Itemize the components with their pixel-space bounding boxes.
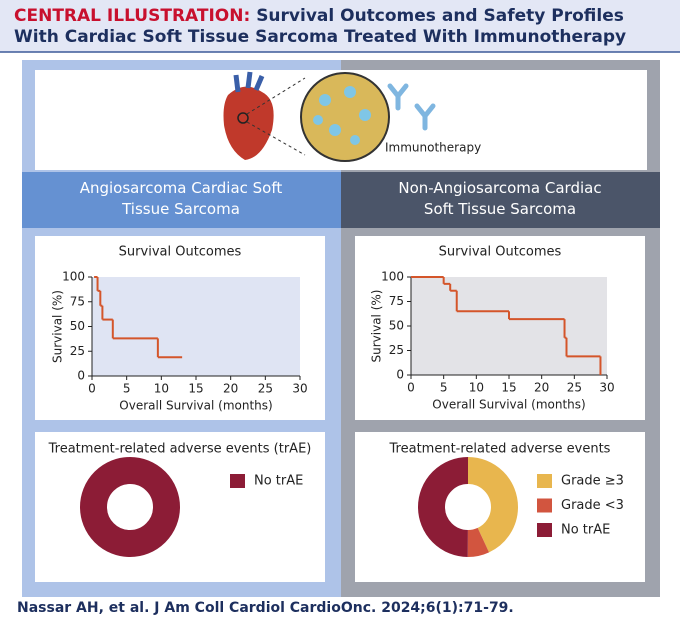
donut-slice: [80, 457, 180, 557]
x-tick-label: 5: [123, 382, 131, 396]
panel-title: Non-Angiosarcoma Cardiac Soft Tissue Sar…: [341, 178, 659, 220]
header: CENTRAL ILLUSTRATION: Survival Outcomes …: [14, 6, 664, 48]
left-panel-header: [22, 172, 341, 228]
x-tick-label: 10: [469, 381, 484, 395]
legend-label: No trAE: [561, 523, 610, 538]
x-tick-label: 15: [501, 381, 516, 395]
x-tick-label: 5: [440, 381, 448, 395]
citation: Nassar AH, et al. J Am Coll Cardiol Card…: [17, 600, 514, 616]
x-tick-label: 20: [534, 381, 549, 395]
zoom-line: [246, 77, 306, 115]
x-tick-label: 30: [599, 381, 614, 395]
y-tick-label: 0: [77, 369, 85, 383]
x-axis-label: Overall Survival (months): [119, 399, 272, 413]
donut-slice: [418, 457, 518, 557]
y-tick-label: 50: [70, 319, 85, 333]
chart-title: Treatment-related adverse events: [389, 442, 611, 457]
x-axis-label: Overall Survival (months): [432, 398, 585, 412]
legend-label: Grade <3: [561, 498, 624, 513]
x-tick-label: 20: [223, 382, 238, 396]
y-tick-label: 25: [70, 344, 85, 358]
vessels: [233, 71, 265, 93]
panel-title-text: Angiosarcoma Cardiac Soft Tissue Sarcoma: [79, 179, 283, 218]
panel-title-text: Non-Angiosarcoma Cardiac Soft Tissue Sar…: [398, 179, 602, 218]
legend-label: Grade ≥3: [561, 474, 624, 489]
x-tick-label: 10: [154, 382, 169, 396]
y-axis-label: Survival (%): [370, 290, 384, 363]
y-tick-label: 0: [396, 368, 404, 382]
y-tick-label: 25: [389, 343, 404, 357]
x-tick-label: 25: [258, 382, 273, 396]
header-label: CENTRAL ILLUSTRATION:: [14, 6, 251, 26]
x-tick-label: 30: [292, 382, 307, 396]
cells: [313, 86, 371, 145]
antibodies: [387, 83, 436, 131]
plot-area: [92, 277, 300, 376]
x-tick-label: 0: [88, 382, 96, 396]
y-tick-label: 100: [381, 270, 404, 284]
header-title: Survival Outcomes and Safety Profiles Wi…: [14, 6, 627, 47]
y-tick-label: 100: [62, 270, 85, 284]
panel-title: Angiosarcoma Cardiac Soft Tissue Sarcoma: [22, 178, 340, 220]
y-axis-label: Survival (%): [51, 290, 65, 363]
plot-area: [411, 277, 607, 375]
illustration-label: Immunotherapy: [385, 141, 481, 155]
header-band: [0, 0, 680, 52]
right-panel-header: [341, 172, 660, 228]
zoom-line: [246, 121, 306, 156]
x-tick-label: 15: [188, 382, 203, 396]
chart-title: Treatment-related adverse events (trAE): [48, 442, 312, 457]
y-tick-label: 75: [389, 294, 404, 308]
y-tick-label: 50: [389, 319, 404, 333]
y-tick-label: 75: [70, 294, 85, 308]
legend-label: No trAE: [254, 474, 303, 489]
legend-swatch: [537, 523, 552, 537]
x-tick-label: 0: [407, 381, 415, 395]
chart-title: Survival Outcomes: [439, 245, 562, 260]
chart-title: Survival Outcomes: [119, 245, 242, 260]
legend-swatch: [537, 498, 552, 513]
x-tick-label: 25: [567, 381, 582, 395]
legend-swatch: [230, 474, 245, 488]
lesion: [237, 112, 249, 124]
legend-swatch: [537, 474, 552, 488]
donut-slice: [418, 457, 518, 557]
